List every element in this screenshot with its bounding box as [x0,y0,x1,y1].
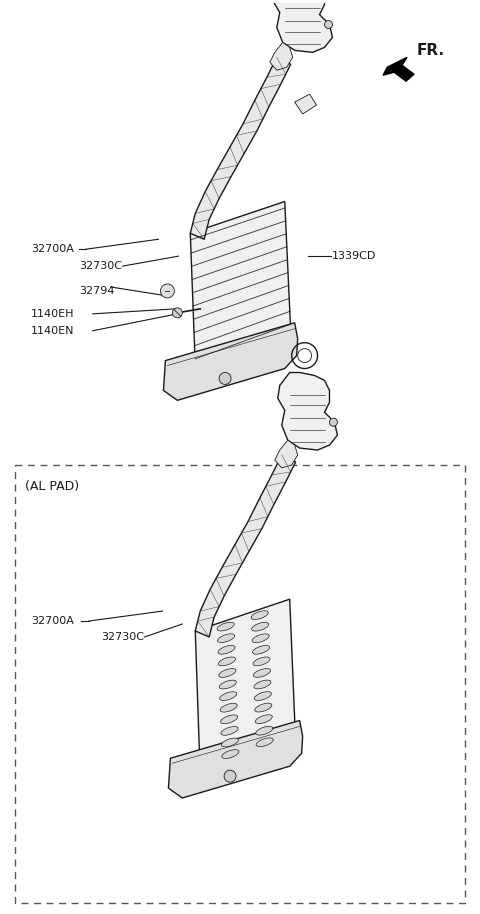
Polygon shape [275,441,298,468]
Polygon shape [278,373,337,450]
Circle shape [160,284,174,298]
Circle shape [224,771,236,782]
Ellipse shape [218,657,236,665]
Ellipse shape [254,692,271,700]
Polygon shape [190,58,291,239]
Ellipse shape [256,738,273,747]
Text: FR.: FR. [417,43,445,58]
Ellipse shape [220,704,237,712]
Ellipse shape [221,727,238,735]
Circle shape [329,419,337,426]
Ellipse shape [252,645,270,654]
Text: 32794: 32794 [79,286,114,296]
Polygon shape [190,201,291,366]
Circle shape [324,20,333,28]
Text: 1140EN: 1140EN [31,325,75,335]
Text: 1339CD: 1339CD [332,251,376,261]
Bar [15,465,465,903]
Ellipse shape [222,749,239,759]
Ellipse shape [254,680,271,689]
Ellipse shape [251,611,268,620]
Ellipse shape [256,727,273,735]
Ellipse shape [253,668,271,677]
Text: 1140EH: 1140EH [31,309,75,319]
Ellipse shape [217,622,234,631]
Ellipse shape [217,633,235,643]
Text: 32730C: 32730C [79,261,122,271]
Circle shape [172,308,182,318]
Ellipse shape [218,645,235,654]
Ellipse shape [252,622,269,631]
Ellipse shape [252,634,269,643]
Ellipse shape [255,703,272,712]
Polygon shape [273,0,333,52]
Polygon shape [383,58,414,81]
Polygon shape [164,323,298,400]
Text: 32700A: 32700A [31,244,74,254]
Ellipse shape [253,657,270,665]
Polygon shape [270,42,293,70]
Ellipse shape [219,680,236,689]
Polygon shape [295,94,316,114]
Text: 32730C: 32730C [101,632,144,642]
Polygon shape [168,720,302,798]
Polygon shape [195,600,296,776]
Text: (AL PAD): (AL PAD) [25,480,79,493]
Ellipse shape [221,739,239,747]
Text: 32700A: 32700A [31,616,74,626]
Circle shape [219,373,231,385]
Ellipse shape [219,668,236,677]
Ellipse shape [255,715,272,724]
Ellipse shape [220,715,238,724]
Ellipse shape [220,692,237,700]
Polygon shape [195,455,296,637]
